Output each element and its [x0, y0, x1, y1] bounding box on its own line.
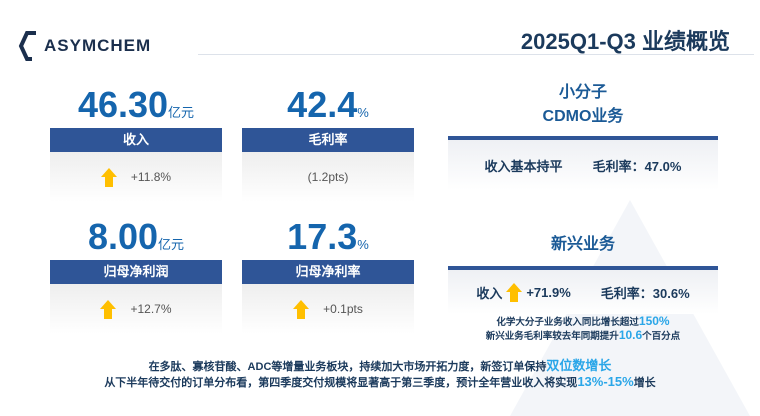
section-bar — [448, 136, 718, 140]
metric-net-profit: 8.00亿元 归母净利润 +12.7% — [50, 216, 222, 334]
page-title: 2025Q1-Q3 业绩概览 — [520, 29, 730, 54]
metric-change: +0.1pts — [323, 302, 363, 316]
footer-line-1: 在多肽、寡核苷酸、ADC等增量业务板块，持续加大市场开拓力度，新签订单保持双位数… — [148, 358, 612, 373]
metric-label: 归母净利润 — [50, 260, 222, 284]
up-arrow-icon — [506, 282, 523, 302]
logo-mark-icon — [18, 31, 36, 61]
gross-margin: 毛利率：30.6% — [600, 285, 690, 301]
metric-label: 归母净利率 — [242, 260, 414, 284]
small-molecule-section: 小分子 CDMO业务 收入基本持平 毛利率：47.0% — [448, 78, 718, 190]
metric-value: 46.30亿元 — [77, 84, 195, 125]
metric-gross-margin: 42.4% 毛利率 (1.2pts) — [242, 84, 414, 202]
metric-change: (1.2pts) — [307, 170, 349, 184]
revenue-change: +71.9% — [526, 284, 571, 300]
metric-change: +12.7% — [130, 302, 172, 316]
metric-change: +11.8% — [130, 170, 172, 184]
up-arrow-icon — [293, 299, 310, 319]
divider — [198, 54, 754, 55]
section-bar — [448, 266, 718, 270]
metric-net-margin: 17.3% 归母净利率 +0.1pts — [242, 216, 414, 334]
section-title: 新兴业务 — [550, 236, 615, 253]
metric-label: 毛利率 — [242, 128, 414, 152]
up-arrow-icon — [100, 299, 117, 319]
note-margin: 新兴业务毛利率较去年同期提升10.6个百分点 — [485, 328, 681, 342]
logo-text: ASYMCHEM — [44, 36, 152, 55]
metric-value: 42.4% — [287, 84, 369, 125]
gross-margin: 毛利率：47.0% — [592, 158, 682, 174]
metric-value: 8.00亿元 — [87, 216, 185, 257]
section-title: 小分子 — [558, 84, 607, 101]
footer-line-2: 从下半年待交付的订单分布看，第四季度交付规模将显著高于第三季度，预计全年营业收入… — [104, 374, 656, 389]
up-arrow-icon — [100, 167, 117, 187]
revenue-status: 收入基本持平 — [484, 158, 563, 174]
metric-label: 收入 — [50, 128, 222, 152]
section-subtitle: CDMO业务 — [542, 108, 624, 125]
note-macromolecule: 化学大分子业务收入同比增长超过150% — [496, 314, 670, 328]
metric-revenue: 46.30亿元 收入 +11.8% — [50, 84, 222, 202]
revenue-label: 收入 — [476, 285, 503, 301]
emerging-section: 新兴业务 收入 +71.9% 毛利率：30.6% 化学大分子业务收入同比增长超过1… — [448, 230, 718, 342]
metric-value: 17.3% — [287, 216, 369, 257]
logo: ASYMCHEM — [18, 30, 151, 62]
